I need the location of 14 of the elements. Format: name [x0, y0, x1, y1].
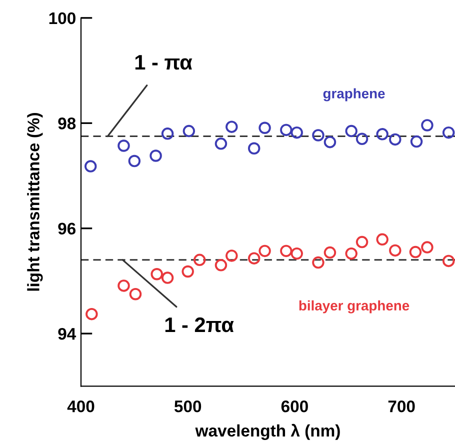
text: bilayer graphene [299, 300, 410, 314]
y-tick-label: 96 [58, 222, 76, 235]
x-tick-label: 500 [174, 400, 202, 412]
y-tick-label: 100 [49, 12, 76, 24]
annotation: 1 - πα [135, 55, 192, 70]
text: graphene [323, 88, 385, 102]
y-axis-title: light transmittance (%) [27, 113, 43, 291]
annotation: 1 - 2πα [165, 317, 234, 332]
x-tick-label: 600 [281, 400, 308, 412]
x-tick-label: 700 [388, 400, 415, 412]
y-tick-label: 98 [58, 118, 76, 130]
x-axis-title: wavelength λ (nm) [195, 424, 340, 440]
x-tick-label: 400 [67, 400, 94, 412]
y-tick-label: 94 [58, 328, 76, 340]
